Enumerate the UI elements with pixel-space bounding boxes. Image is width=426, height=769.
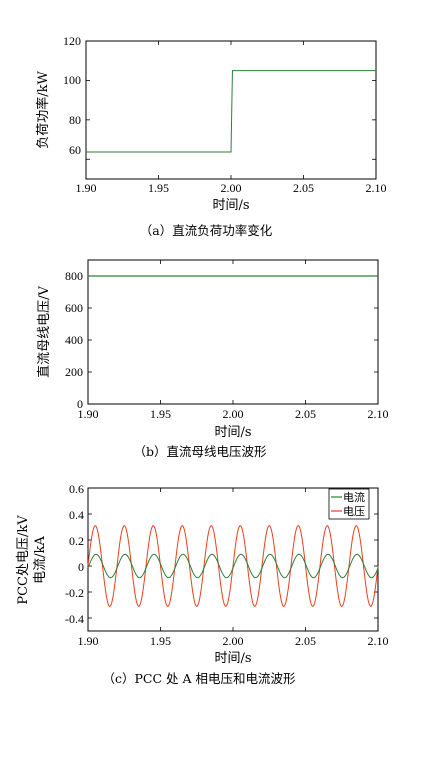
x-tick-label-c: 2.10 [368,634,389,648]
caption-a: （a）直流负荷功率变化 [140,223,273,238]
x-tick-label-c: 1.95 [150,634,171,648]
x-axis-label-a: 时间/s [212,198,249,213]
series-line-current [87,553,379,579]
y-tick-label-b: 200 [65,365,83,379]
x-tick-label-a: 1.90 [76,181,97,195]
panel-a: 60 80 100 120 1.90 1.95 2.00 2.05 2.10 时… [35,34,387,238]
x-tick-label-a: 2.00 [221,181,242,195]
y-tick-label-a: 120 [63,34,81,48]
legend-label-voltage: 电压 [343,505,365,518]
y-tick-label-c: -0.2 [65,586,84,600]
ticks-b [87,260,379,405]
panel-c: -0.4 -0.2 0 0.2 0.4 0.6 1.90 1.95 2.00 2… [16,482,389,686]
legend-box [328,488,370,520]
ticks-c [87,487,379,631]
x-tick-label-a: 1.95 [148,181,169,195]
plot-frame-b [87,259,379,405]
x-tick-label-c: 2.05 [295,634,316,648]
x-tick-label-b: 2.10 [368,407,389,421]
y-tick-label-c: 0.2 [69,534,84,548]
y-axis-label-a: 负荷功率/kW [35,71,51,149]
legend-c: 电流 电压 [328,488,370,520]
x-tick-label-b: 2.05 [295,407,316,421]
caption-c: （c）PCC 处 A 相电压和电流波形 [103,671,296,686]
y-tick-label-c: 0.4 [69,508,84,522]
y-axis-label-c: PCC处电压/kV [16,515,31,605]
y-tick-label-b: 400 [65,333,83,347]
series-line-voltage [87,525,379,607]
x-axis-label-c: 时间/s [214,651,251,666]
y-tick-label-c: -0.4 [65,612,84,626]
x-axis-label-b: 时间/s [214,425,251,440]
y-tick-label-b: 600 [65,301,83,315]
x-tick-label-a: 2.05 [293,181,314,195]
x-tick-label-b: 1.95 [150,407,171,421]
ticks-a [85,40,377,179]
plot-frame-a [85,40,377,180]
y-tick-label-c: 0 [78,560,84,574]
x-tick-label-a: 2.10 [366,181,387,195]
y-tick-label-b: 800 [65,269,83,283]
x-tick-label-b: 2.00 [223,407,244,421]
x-tick-label-c: 2.00 [223,634,244,648]
y-axis-label-c-current: 电流/kA [33,536,48,584]
series-line-a [86,70,376,153]
y-axis-label-b: 直流母线电压/V [37,286,52,378]
legend-label-current: 电流 [343,490,365,504]
x-tick-label-c: 1.90 [78,634,99,648]
caption-b: （b）直流母线电压波形 [133,444,267,459]
y-tick-label-a: 100 [63,73,81,87]
panel-b: 0 200 400 600 800 1.90 1.95 2.00 2.05 2.… [37,259,389,459]
y-tick-label-b: 0 [77,397,83,411]
y-tick-label-a: 80 [69,113,81,127]
y-tick-label-c: 0.6 [69,482,84,496]
y-tick-label-a: 60 [69,143,81,157]
x-tick-label-b: 1.90 [78,407,99,421]
